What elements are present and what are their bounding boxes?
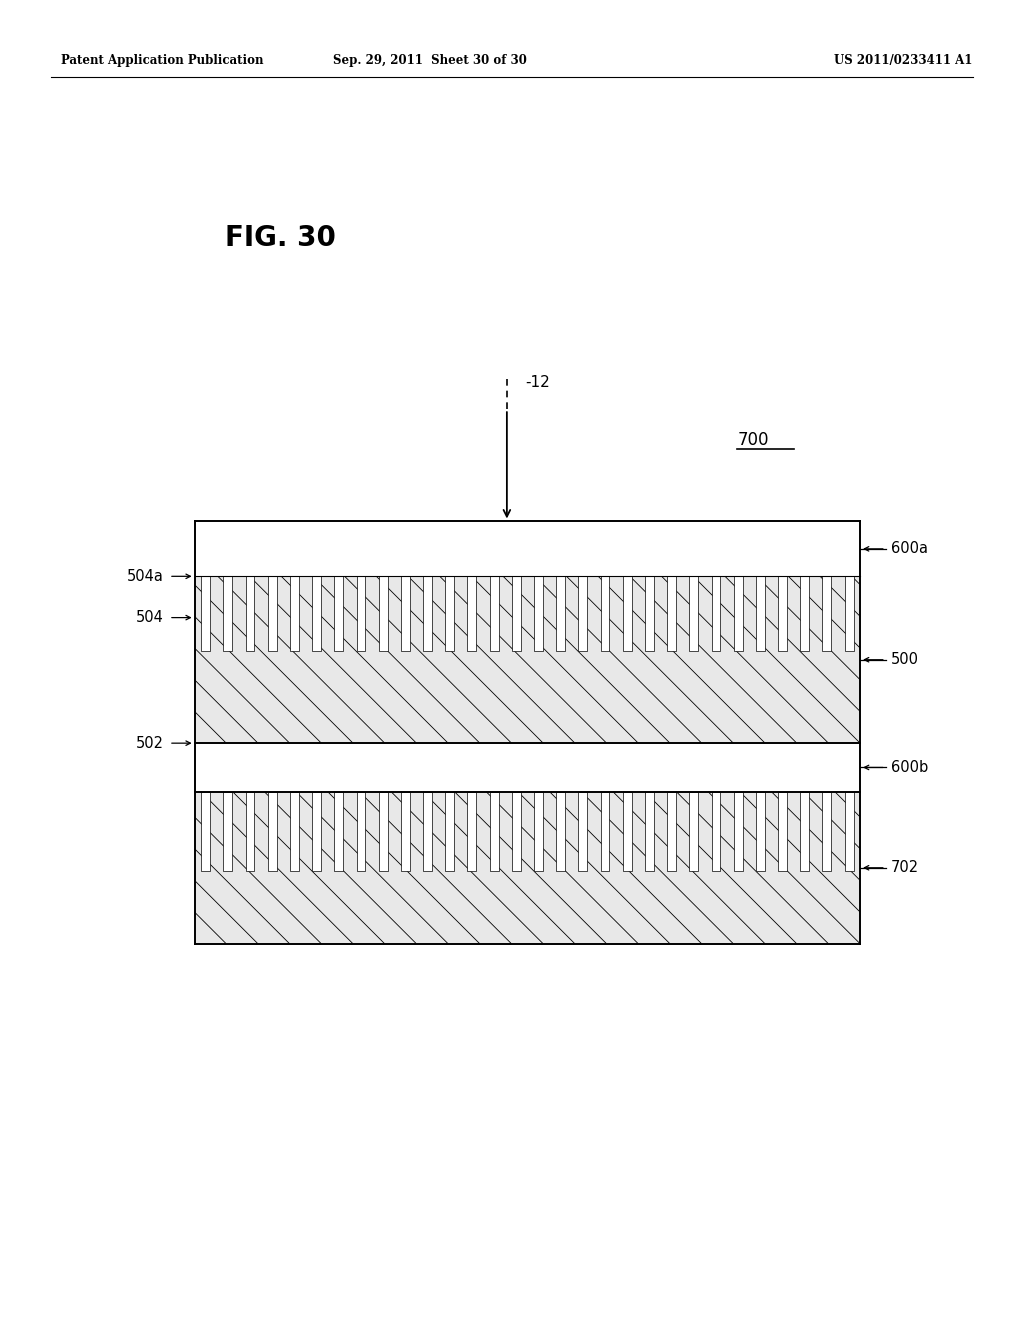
- Bar: [733, 792, 742, 871]
- Bar: [689, 792, 698, 871]
- Bar: [489, 792, 499, 871]
- Bar: [668, 792, 676, 871]
- Bar: [267, 577, 276, 651]
- Bar: [400, 792, 410, 871]
- Text: 502: 502: [136, 735, 164, 751]
- Bar: [201, 792, 210, 871]
- Bar: [556, 792, 565, 871]
- Bar: [195, 577, 860, 743]
- Bar: [356, 577, 366, 651]
- Bar: [712, 792, 721, 871]
- Text: 500: 500: [891, 652, 919, 667]
- Bar: [334, 577, 343, 651]
- Bar: [290, 792, 299, 871]
- Text: 504a: 504a: [127, 569, 164, 583]
- Text: 600b: 600b: [891, 760, 928, 775]
- Text: FIG. 30: FIG. 30: [225, 223, 336, 252]
- Bar: [623, 792, 632, 871]
- Bar: [822, 577, 831, 651]
- Bar: [579, 792, 588, 871]
- Bar: [195, 521, 860, 944]
- Bar: [445, 792, 454, 871]
- Bar: [579, 577, 588, 651]
- Bar: [689, 577, 698, 651]
- Bar: [445, 577, 454, 651]
- Bar: [195, 792, 860, 944]
- Text: Patent Application Publication: Patent Application Publication: [61, 54, 264, 67]
- Bar: [223, 577, 232, 651]
- Bar: [334, 792, 343, 871]
- Bar: [290, 577, 299, 651]
- Bar: [423, 792, 432, 871]
- Bar: [489, 577, 499, 651]
- Bar: [668, 577, 676, 651]
- Bar: [778, 792, 786, 871]
- Bar: [756, 792, 765, 871]
- Bar: [600, 792, 609, 871]
- Bar: [195, 743, 860, 792]
- Bar: [379, 577, 387, 651]
- Bar: [845, 792, 854, 871]
- Bar: [756, 577, 765, 651]
- Bar: [600, 577, 609, 651]
- Bar: [822, 792, 831, 871]
- Bar: [645, 577, 654, 651]
- Bar: [535, 577, 543, 651]
- Bar: [246, 577, 254, 651]
- Bar: [845, 577, 854, 651]
- Text: 600a: 600a: [891, 541, 928, 556]
- Text: 504: 504: [136, 610, 164, 626]
- Bar: [223, 792, 232, 871]
- Text: 702: 702: [891, 861, 919, 875]
- Bar: [356, 792, 366, 871]
- Text: 700: 700: [737, 430, 769, 449]
- Bar: [467, 792, 476, 871]
- Bar: [556, 577, 565, 651]
- Bar: [733, 577, 742, 651]
- Bar: [267, 792, 276, 871]
- Bar: [312, 792, 321, 871]
- Bar: [712, 577, 721, 651]
- Bar: [512, 577, 520, 651]
- Bar: [400, 577, 410, 651]
- Bar: [623, 577, 632, 651]
- Bar: [512, 792, 520, 871]
- Bar: [201, 577, 210, 651]
- Bar: [246, 792, 254, 871]
- Bar: [778, 577, 786, 651]
- Bar: [801, 792, 809, 871]
- Bar: [379, 792, 387, 871]
- Bar: [801, 577, 809, 651]
- Text: Sep. 29, 2011  Sheet 30 of 30: Sep. 29, 2011 Sheet 30 of 30: [333, 54, 527, 67]
- Bar: [535, 792, 543, 871]
- Text: -12: -12: [525, 375, 550, 391]
- Bar: [645, 792, 654, 871]
- Bar: [423, 577, 432, 651]
- Text: US 2011/0233411 A1: US 2011/0233411 A1: [835, 54, 973, 67]
- Bar: [312, 577, 321, 651]
- Bar: [195, 521, 860, 577]
- Bar: [467, 577, 476, 651]
